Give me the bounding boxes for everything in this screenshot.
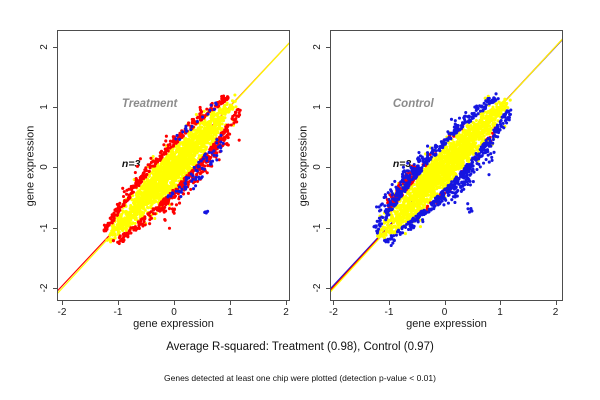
x-tick-mark: [230, 301, 231, 305]
y-tick-mark: [326, 227, 330, 229]
y-tick-mark: [53, 288, 57, 290]
x-tick-label: 0: [171, 307, 177, 318]
x-tick-mark: [61, 301, 63, 305]
y-tick-label: 1: [312, 104, 323, 110]
x-tick-label: 2: [283, 307, 289, 318]
control-x-axis-label: gene expression: [406, 318, 487, 330]
x-tick-mark: [555, 301, 557, 305]
y-tick-label: -1: [39, 223, 50, 233]
x-tick-mark: [117, 301, 119, 305]
x-tick-label: -1: [384, 307, 394, 318]
x-tick-label: 2: [552, 307, 559, 318]
y-tick-mark: [326, 288, 330, 290]
x-tick-label: -1: [113, 307, 123, 318]
treatment-x-axis-label: gene expression: [133, 318, 214, 330]
x-tick-mark: [174, 301, 175, 305]
y-tick-mark: [326, 107, 330, 108]
y-tick-label: 2: [39, 43, 50, 50]
x-tick-mark: [444, 301, 446, 305]
y-tick-mark: [53, 227, 57, 229]
x-tick-label: -2: [57, 307, 67, 318]
y-tick-label: -2: [312, 284, 323, 293]
y-tick-mark: [53, 107, 57, 108]
y-tick-mark: [326, 46, 330, 48]
caption-r-squared: Average R-squared: Treatment (0.98), Con…: [166, 341, 434, 353]
x-tick-mark: [388, 301, 390, 305]
y-tick-mark: [326, 167, 330, 169]
caption-detection-note: Genes detected at least one chip were pl…: [164, 373, 436, 383]
x-tick-mark: [333, 301, 335, 305]
treatment-y-axis-label: gene expression: [24, 125, 36, 206]
x-tick-label: 0: [441, 307, 448, 318]
x-tick-label: 1: [497, 307, 503, 318]
treatment-scatter-canvas: [57, 30, 290, 301]
x-tick-mark: [500, 301, 501, 305]
y-tick-label: 1: [39, 104, 50, 110]
x-tick-mark: [286, 301, 288, 305]
y-tick-label: -1: [312, 223, 323, 233]
y-tick-mark: [53, 167, 57, 169]
y-tick-mark: [53, 46, 57, 48]
y-tick-label: 0: [312, 164, 323, 171]
control-y-axis-label: gene expression: [297, 125, 309, 206]
y-tick-label: 2: [312, 43, 323, 50]
y-tick-label: 0: [39, 164, 50, 171]
x-tick-label: 1: [227, 307, 233, 318]
x-tick-label: -2: [329, 307, 338, 318]
control-scatter-canvas: [330, 30, 563, 301]
y-tick-label: -2: [39, 284, 50, 293]
